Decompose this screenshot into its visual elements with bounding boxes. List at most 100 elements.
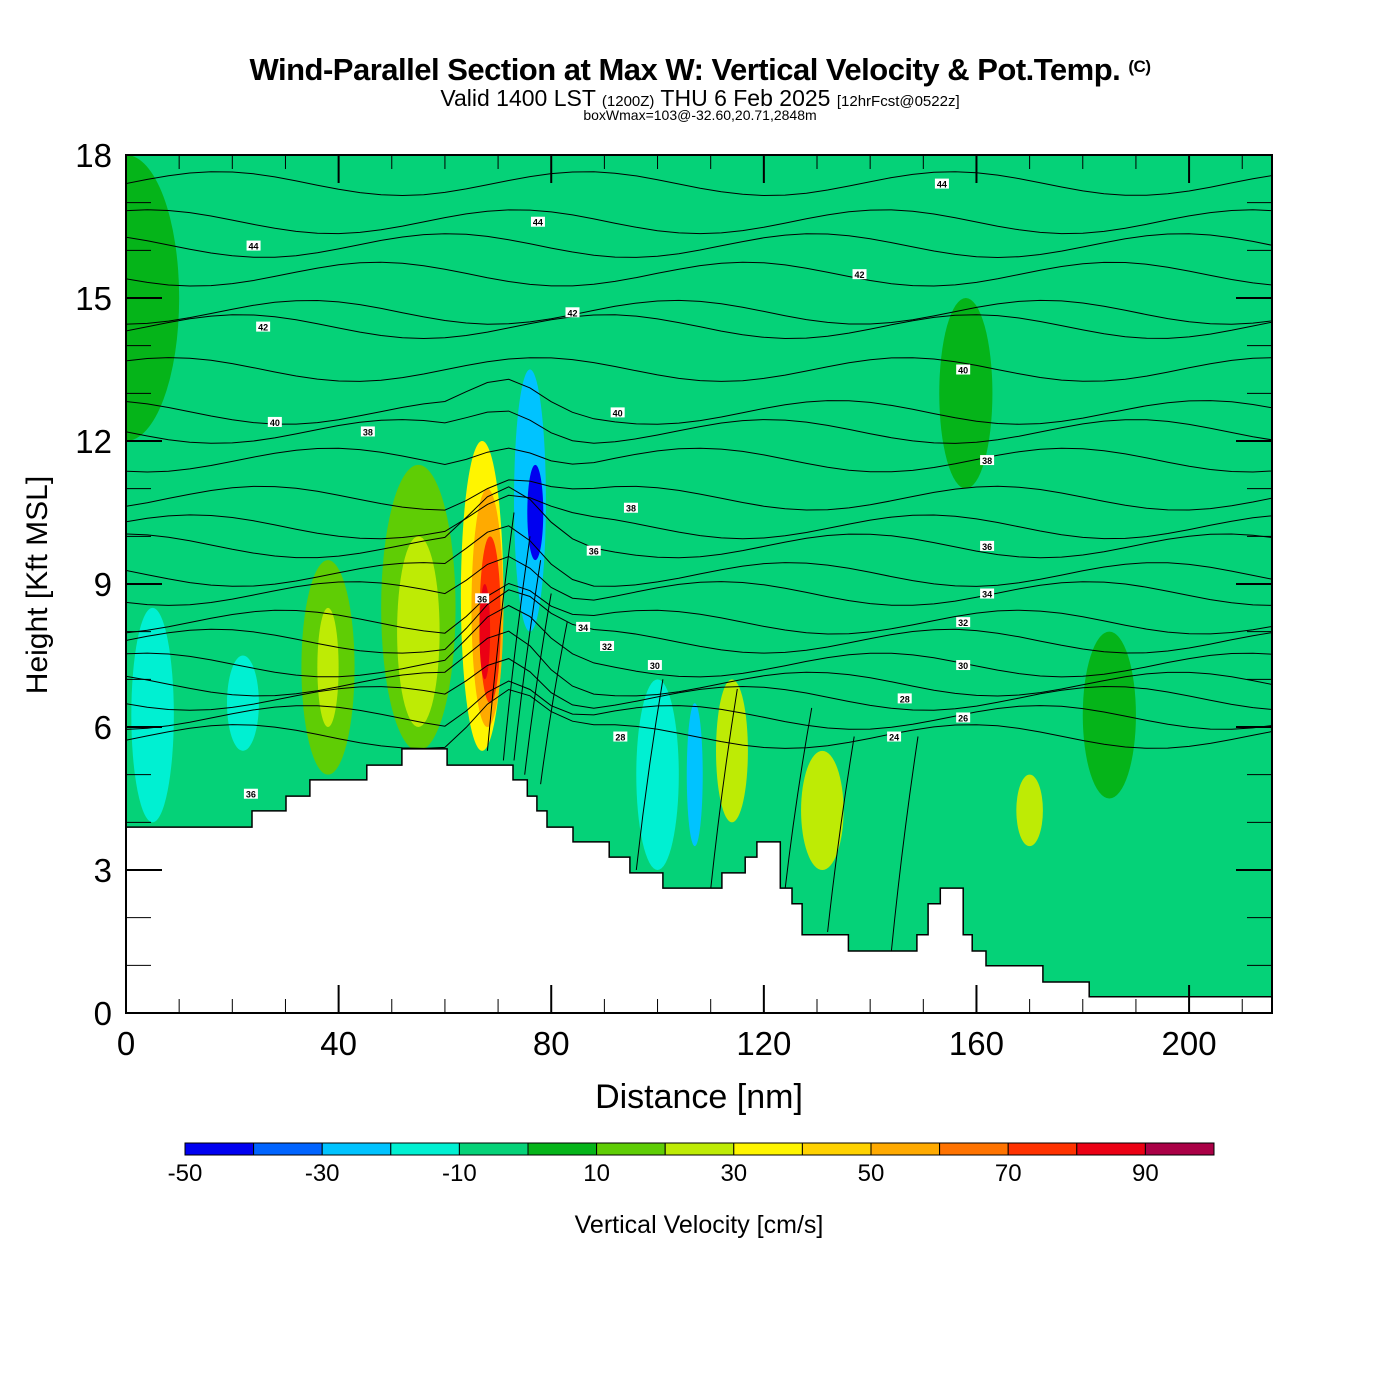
chart-subtitle: boxWmax=103@-32.60,20.71,2848m xyxy=(583,107,817,123)
contour-label: 36 xyxy=(243,788,258,800)
contour-label: 36 xyxy=(980,540,995,552)
valid-time-line: Valid 1400 LST (1200Z) THU 6 Feb 2025 [1… xyxy=(0,86,1400,114)
contour-label-bg xyxy=(897,693,912,704)
contour-label: 44 xyxy=(246,240,261,252)
theta-contour-0 xyxy=(126,171,1272,197)
contour-label-bg xyxy=(360,426,375,437)
contour-label-bg xyxy=(243,788,258,799)
x-tick-label: 0 xyxy=(117,1025,135,1062)
theta-contour-16 xyxy=(126,589,1272,654)
colorbar-tick-label: 10 xyxy=(583,1160,610,1187)
contour-labels: 44 44 44 42 42 42 40 40 40 38 38 38 36 36 36 36 34 34 32 32… xyxy=(243,178,995,800)
theta-contour-13 xyxy=(126,525,1272,587)
contour-label-bg xyxy=(246,240,261,251)
contour-label: 30 xyxy=(956,660,971,671)
colorbar-segment xyxy=(870,1142,941,1156)
colorbar-segment xyxy=(253,1142,323,1156)
theta-contour-21 xyxy=(126,688,1272,749)
contour-label-text: 42 xyxy=(567,308,577,318)
theta-contour-20 xyxy=(126,680,1272,730)
y-tick-label: 0 xyxy=(94,995,112,1032)
vertical-contour-0 xyxy=(486,512,515,751)
colorbar-tick-label: -50 xyxy=(168,1160,203,1187)
contour-label: 26 xyxy=(956,712,971,723)
contour-label: 30 xyxy=(647,660,662,671)
contour-label-bg xyxy=(267,416,282,427)
colorbar-tick-label: 50 xyxy=(858,1160,885,1187)
vertical-contour-4 xyxy=(540,622,568,785)
colorbar-segment xyxy=(733,1142,803,1156)
colorbar-segment xyxy=(939,1142,1009,1156)
contour-label-text: 36 xyxy=(982,542,992,552)
axes xyxy=(125,154,1273,1014)
velocity-feature-19 xyxy=(1082,631,1136,799)
y-tick-label: 3 xyxy=(94,852,112,889)
theta-contour-5 xyxy=(126,314,1272,340)
contour-label: 40 xyxy=(956,364,971,376)
terrain-layer xyxy=(125,748,1273,1014)
vertical-contour-3 xyxy=(524,593,552,775)
vertical-contour-5 xyxy=(635,679,664,871)
colorbar-tick-label: -10 xyxy=(442,1160,477,1187)
colorbar-segment xyxy=(184,1142,255,1156)
colorbar-segment xyxy=(527,1142,598,1156)
contour-label: 38 xyxy=(623,502,638,514)
contour-label: 32 xyxy=(600,640,615,652)
contour-label-text: 34 xyxy=(982,590,992,600)
colorbar-label: Vertical Velocity [cm/s] xyxy=(575,1211,824,1239)
valid-date: THU 6 Feb 2025 xyxy=(660,85,831,111)
contour-label-text: 38 xyxy=(982,456,992,466)
theta-contour-19 xyxy=(126,658,1272,711)
chart-title-text: Wind-Parallel Section at Max W: Vertical… xyxy=(249,52,1121,87)
theta-contours xyxy=(126,171,1272,952)
theta-contour-1 xyxy=(126,209,1272,235)
contour-label-bg xyxy=(623,502,638,513)
contour-label-bg xyxy=(887,731,902,742)
vertical-contour-9 xyxy=(890,736,919,952)
contour-label-bg xyxy=(610,407,625,418)
forecast-info: [12hrFcst@0522z] xyxy=(836,93,960,110)
contour-label: 42 xyxy=(565,307,580,318)
y-tick-label: 18 xyxy=(75,137,112,174)
colorbar: -50 -30 -10 10 30 50 70 90 xyxy=(168,1142,1215,1187)
contour-label-bg xyxy=(956,712,971,723)
theta-contour-12 xyxy=(126,486,1272,559)
velocity-feature-15 xyxy=(716,679,748,823)
contour-label-bg xyxy=(576,621,591,632)
theta-contour-18 xyxy=(126,630,1272,697)
colorbar-segment xyxy=(1007,1142,1078,1156)
vertical-contour-7 xyxy=(784,707,813,890)
contour-label-text: 30 xyxy=(958,661,968,671)
contour-label: 40 xyxy=(267,416,282,428)
contour-label-text: 42 xyxy=(258,323,268,333)
velocity-feature-18 xyxy=(1016,774,1043,847)
contour-label-text: 34 xyxy=(578,623,588,633)
chart-title: Wind-Parallel Section at Max W: Vertical… xyxy=(0,52,1400,88)
contour-label-text: 32 xyxy=(958,618,968,628)
contour-label-text: 44 xyxy=(937,180,947,190)
x-axis-label: Distance [nm] xyxy=(595,1078,803,1116)
contour-label-text: 36 xyxy=(246,790,256,800)
vertical-contour-8 xyxy=(827,736,855,933)
contour-label: 34 xyxy=(576,621,591,633)
contour-label-text: 44 xyxy=(249,242,259,252)
theta-contour-6 xyxy=(126,357,1272,382)
contour-label-text: 28 xyxy=(900,694,910,704)
theta-contour-3 xyxy=(126,261,1272,287)
theta-contour-10 xyxy=(126,479,1272,511)
contour-label-bg xyxy=(980,588,995,599)
velocity-feature-14 xyxy=(686,703,703,847)
contour-label-text: 32 xyxy=(602,642,612,652)
vertical-contour-6 xyxy=(710,688,738,890)
contour-label-bg xyxy=(586,545,601,556)
contour-label: 44 xyxy=(934,178,949,190)
contour-label: 24 xyxy=(887,731,902,743)
colorbar-tick-label: 90 xyxy=(1132,1160,1159,1187)
velocity-feature-6 xyxy=(397,536,440,728)
theta-contour-11 xyxy=(126,494,1272,540)
velocity-feature-12 xyxy=(527,464,544,561)
contour-label-bg xyxy=(956,364,971,375)
colorbar-segment xyxy=(1144,1142,1215,1156)
contour-label: 40 xyxy=(610,407,625,418)
